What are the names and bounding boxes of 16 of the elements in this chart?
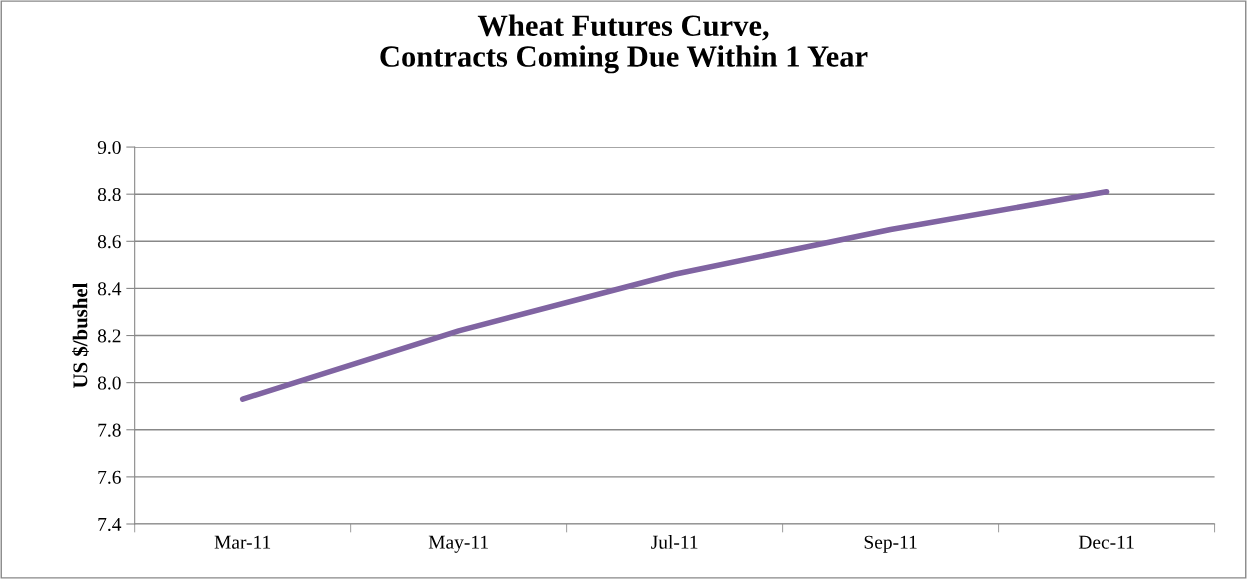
- x-tick-label: Sep-11: [864, 535, 917, 553]
- y-tick-label: 7.6: [98, 470, 121, 484]
- x-tick-label: Mar-11: [214, 535, 271, 549]
- x-tick-label: Jul-11: [651, 535, 698, 549]
- x-tick-label: May-11: [428, 535, 488, 553]
- y-tick-label: 8.0: [97, 376, 121, 390]
- y-tick-label: 8.6: [97, 235, 121, 249]
- y-tick-label: 9.0: [97, 140, 121, 155]
- chart-title: Wheat Futures Curve, Contracts Coming Due Within 1 Year: [380, 14, 868, 74]
- y-tick-label: 8.8: [97, 188, 121, 202]
- y-tick-label: 8.4: [97, 282, 122, 296]
- x-tick-label: Dec-11: [1078, 535, 1134, 549]
- y-tick-label: 7.8: [98, 423, 121, 437]
- y-tick-label: 8.2: [97, 329, 121, 343]
- y-axis-title: US $/bushel: [72, 282, 89, 388]
- y-tick-label: 7.4: [98, 517, 122, 532]
